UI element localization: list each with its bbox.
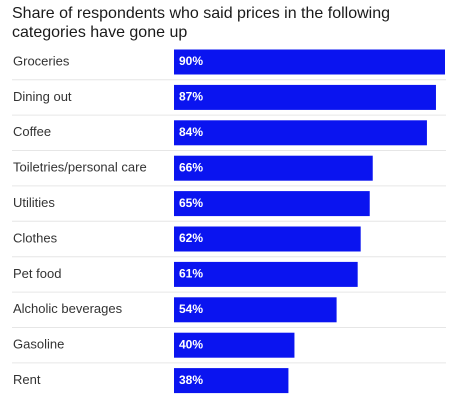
category-label: Clothes — [13, 230, 58, 245]
bar — [174, 84, 436, 110]
bar — [174, 261, 358, 287]
chart-title: Share of respondents who said prices in … — [12, 5, 390, 41]
bar — [174, 368, 289, 394]
category-label: Toiletries/personal care — [13, 160, 147, 175]
bar — [174, 49, 445, 75]
value-label: 61% — [179, 267, 203, 281]
value-label: 38% — [179, 373, 203, 387]
category-label: Rent — [13, 372, 41, 387]
bar — [174, 332, 295, 358]
value-label: 90% — [179, 54, 203, 68]
bar — [174, 155, 373, 181]
category-label: Alcholic beverages — [13, 301, 123, 316]
category-label: Dining out — [13, 89, 72, 104]
bar — [174, 226, 361, 252]
value-label: 62% — [179, 231, 203, 245]
value-label: 54% — [179, 302, 203, 316]
category-label: Pet food — [13, 266, 61, 281]
value-label: 84% — [179, 125, 203, 139]
value-label: 40% — [179, 337, 203, 351]
bar — [174, 191, 370, 217]
category-label: Groceries — [13, 53, 70, 68]
value-label: 65% — [179, 196, 203, 210]
value-label: 87% — [179, 90, 203, 104]
category-label: Gasoline — [13, 337, 64, 352]
category-label: Coffee — [13, 124, 51, 139]
bar — [174, 297, 337, 323]
bar — [174, 120, 427, 146]
category-label: Utilities — [13, 195, 55, 210]
value-label: 66% — [179, 160, 203, 174]
